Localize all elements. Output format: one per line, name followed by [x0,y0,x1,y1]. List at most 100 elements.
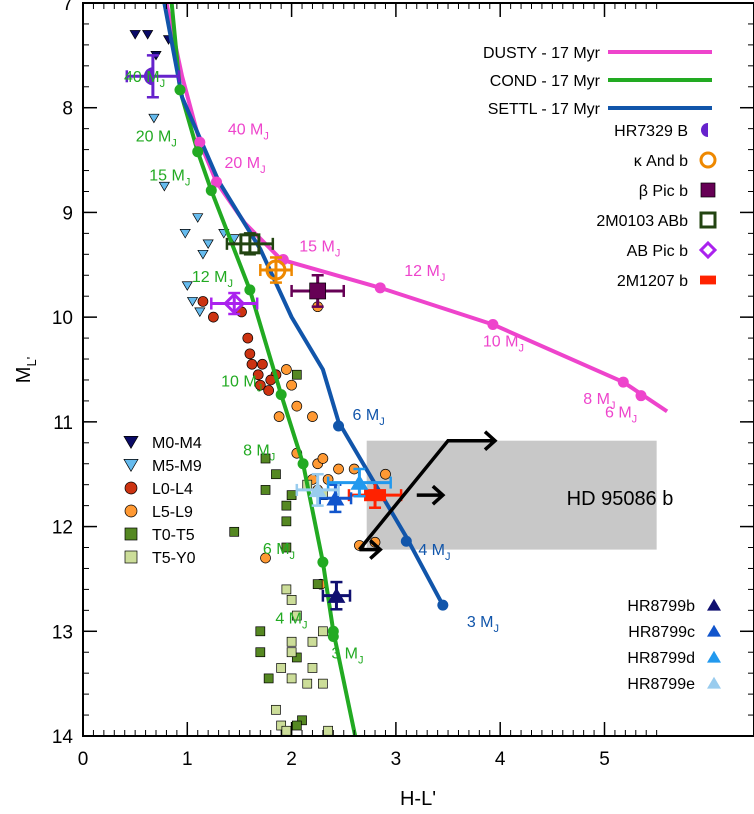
field-point-t5-y0 [291,610,302,621]
field-point-t0-t5 [291,652,302,663]
model-mass-point-dusty-17-myr [635,390,647,402]
legend-companion-label: 2M0103 ABb [596,213,688,230]
x-tick-label: 4 [495,749,506,770]
model-mass-point-cond-17-myr [327,631,339,643]
companion-marker-hr8799e [308,481,327,498]
y-axis-title-sub: L' [24,357,39,367]
field-point-t0-t5 [297,715,307,726]
mass-label: 15 MJ [149,167,190,188]
legend-layer: DUSTY - 17 Myr COND - 17 Myr SETTL - 17 My… [123,45,721,693]
field-point-l5-l9 [273,411,285,422]
field-point-t0-t5 [291,720,302,731]
hd95086b-arrow-path [358,438,495,551]
legend-field-label: M5-M9 [152,458,202,475]
companion-2m0103-abb [225,232,275,256]
model-mass-point-cond-17-myr [205,184,217,196]
field-point-l5-l9 [286,379,297,391]
model-line-dusty-17-myr [164,3,669,414]
mass-label-sub: J [632,414,638,426]
y-tick-label: 10 [52,308,73,329]
field-point-m5-m9 [148,113,160,124]
mass-label-sub: J [227,278,233,290]
companion-marker-hr8799d [350,474,369,490]
model-mass-point-cond-17-myr [297,458,309,470]
legend-hr8799-marker [707,624,721,637]
mass-label: 12 MJ [192,269,233,290]
y-tick-label: 9 [62,203,73,224]
mass-label: 8 MJ [243,443,275,464]
field-point-t0-t5 [255,647,266,658]
companion-ab-pic-b [210,291,259,316]
field-point-m5-m9 [186,297,199,307]
legend-companion-marker [700,275,716,285]
field-point-t5-y0 [271,704,281,715]
arrow-head [431,484,446,506]
field-point-m5-m9 [192,213,204,223]
field-point-t5-y0 [318,626,328,637]
mass-label-sub: J [270,452,276,464]
field-point-m5-m9 [202,239,214,250]
mass-label-sub: J [335,248,341,260]
legend-field-label: T5-Y0 [152,550,196,567]
legend-field-label: M0-M4 [152,435,202,452]
model-mass-point-dusty-17-myr [211,176,223,188]
field-point-t5-y0 [281,584,292,595]
legend-hr8799-marker [707,650,721,663]
legend-field-marker [124,481,138,495]
model-mass-point-dusty-17-myr [194,136,206,148]
x-tick-label: 2 [286,749,297,770]
mass-label: 3 MJ [331,646,363,667]
x-tick-label: 1 [182,749,193,770]
field-point-l0-l4 [254,379,266,391]
companion-hr8799b [321,580,352,611]
field-point-t5-y0 [281,725,292,736]
mass-label: 10 MJ [221,374,262,395]
mass-label-sub: J [257,383,263,395]
y-tick-label: 7 [62,0,73,15]
x-tick-label: 3 [391,749,402,770]
field-point-l0-l4 [244,348,256,360]
field-point-l0-l4 [246,358,258,370]
field-point-t5-y0 [286,647,297,658]
mass-label: 20 MJ [225,155,266,176]
model-mass-point-dusty-17-myr [617,376,629,388]
mass-label-sub: J [379,416,385,428]
y-tick-label: 12 [52,518,73,539]
hd95086b-region [366,440,657,550]
mass-label: 4 MJ [418,542,450,563]
legend-field-marker [124,504,138,518]
y-tick-label: 13 [52,622,73,643]
mass-label-sub: J [358,655,364,667]
field-point-l5-l9 [307,411,318,422]
legend-companion-label: 2M1207 b [617,273,688,290]
field-point-l0-l4 [252,369,264,381]
field-point-t0-t5 [281,542,292,553]
arrow-head [369,539,383,560]
y-axis-title-group: ML' [13,357,39,383]
mass-label-sub: J [302,619,308,631]
mass-label: 40 MJ [228,121,269,142]
companion-marker-hr8799c [326,490,345,506]
field-point-t0-t5 [255,626,266,637]
mass-label: 6 MJ [353,407,385,428]
mass-label-sub: J [160,78,166,90]
model-mass-point-dusty-17-myr [487,318,499,330]
field-point-t0-t5 [291,369,302,380]
field-point-t0-t5 [260,453,271,464]
mass-label: 10 MJ [483,333,524,354]
legend-hr8799-marker [707,676,721,689]
legend-model-label: SETTL - 17 Myr [488,101,601,118]
legend-field-marker [123,436,139,449]
legend-companion-label: β Pic b [639,183,688,200]
field-point-t5-y0 [276,663,287,673]
x-tick-label: 0 [78,749,89,770]
field-point-t0-t5 [286,490,297,501]
model-mass-point-cond-17-myr [192,146,204,158]
field-point-m5-m9 [181,281,193,291]
legend-model-label: COND - 17 Myr [490,73,601,90]
field-point-l5-l9 [260,552,271,564]
mass-label: 6 MJ [605,405,637,426]
x-axis-title: H-L' [400,788,436,810]
